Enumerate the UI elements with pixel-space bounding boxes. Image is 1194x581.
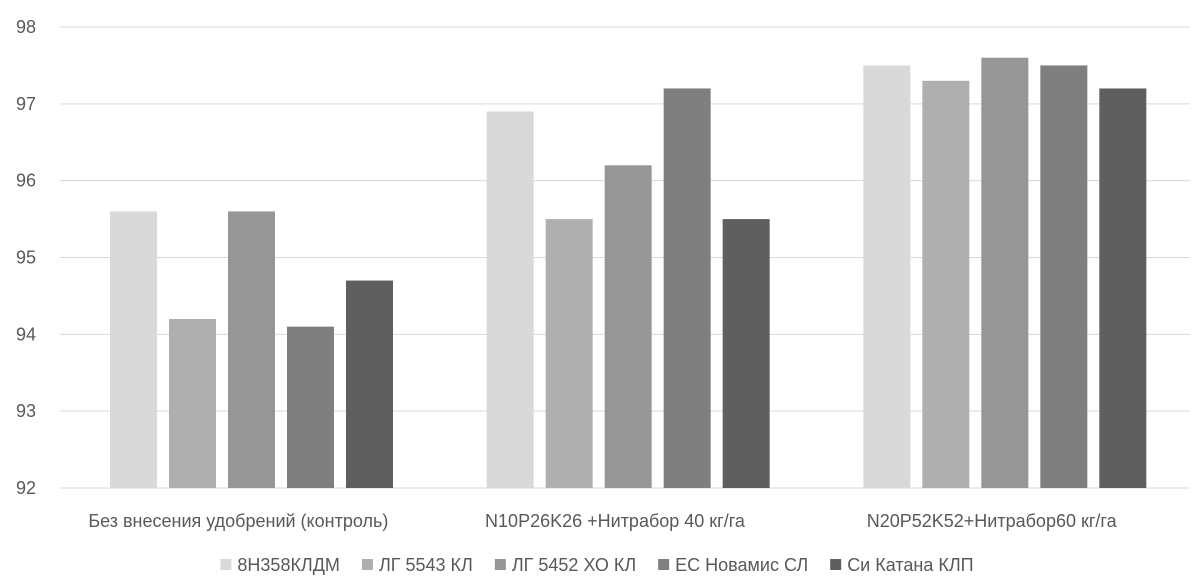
y-tick-label: 94	[16, 324, 36, 344]
bar	[545, 219, 593, 489]
legend: 8Н358КЛДМ ЛГ 5543 КЛ ЛГ 5452 ХО КЛ ЕС Новам…	[220, 555, 974, 575]
bar	[169, 318, 216, 488]
bar	[1099, 88, 1147, 488]
bar	[1040, 65, 1088, 489]
legend-swatch	[494, 559, 506, 570]
bar	[486, 111, 534, 489]
y-tick-label: 92	[16, 478, 36, 498]
legend-label: Си Катана КЛП	[847, 555, 973, 575]
legend-item: ЛГ 5452 ХО КЛ	[494, 555, 636, 575]
bar	[110, 211, 157, 488]
legend-item: Си Катана КЛП	[830, 555, 974, 575]
legend-swatch	[361, 559, 373, 570]
y-tick-label: 98	[16, 17, 36, 37]
bar	[863, 65, 911, 489]
legend-label: ЕС Новамис СЛ	[675, 555, 808, 575]
legend-item: ЕС Новамис СЛ	[658, 555, 808, 575]
y-axis-ticks: 92 93 94 95 96 97 98	[16, 17, 36, 498]
y-tick-label: 96	[16, 171, 36, 191]
y-tick-label: 95	[16, 248, 36, 268]
y-tick-label: 93	[16, 401, 36, 421]
legend-label: ЛГ 5543 КЛ	[379, 555, 473, 575]
bar	[922, 80, 970, 489]
bar	[981, 57, 1029, 488]
bar	[346, 280, 393, 488]
legend-swatch	[830, 559, 842, 570]
bars-layer	[110, 57, 1147, 489]
x-axis-categories: Без внесения удобрений (контроль) N10P26K…	[88, 511, 1117, 531]
bar	[663, 88, 711, 488]
x-category-label: N10P26K26 +Нитрабор 40 кг/га	[485, 511, 746, 531]
legend-label: 8Н358КЛДМ	[237, 555, 340, 575]
bar	[604, 165, 652, 489]
bar	[722, 219, 770, 489]
bar	[287, 326, 334, 488]
legend-item: 8Н358КЛДМ	[220, 555, 340, 575]
legend-item: ЛГ 5543 КЛ	[361, 555, 473, 575]
legend-swatch	[220, 559, 232, 570]
legend-label: ЛГ 5452 ХО КЛ	[512, 555, 636, 575]
bar	[228, 211, 275, 488]
x-category-label: N20P52K52+Нитрабор60 кг/га	[867, 511, 1118, 531]
y-tick-label: 97	[16, 94, 36, 114]
x-category-label: Без внесения удобрений (контроль)	[88, 511, 388, 531]
legend-swatch	[658, 559, 670, 570]
